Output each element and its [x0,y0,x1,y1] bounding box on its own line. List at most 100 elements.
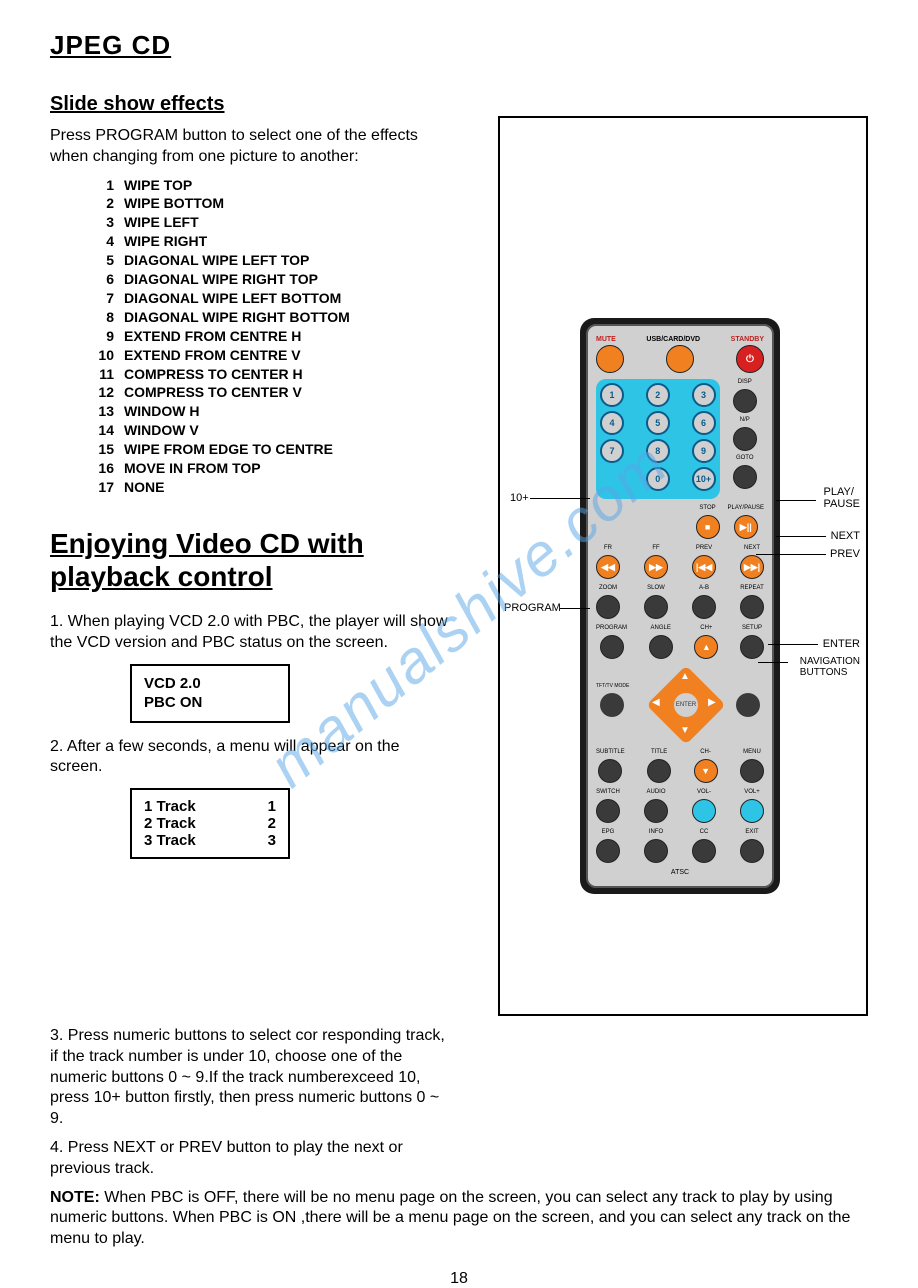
audio-label: AUDIO [646,789,665,797]
keypad-0[interactable]: 0 [646,467,670,491]
switch-label: SWITCH [596,789,620,797]
epg-button[interactable] [596,839,620,863]
vcd-step2: 2. After a few seconds, a menu will appe… [50,737,450,779]
track-row: 3 Track3 [144,832,276,849]
volp-button[interactable] [740,799,764,823]
callout-10plus: 10+ [510,492,529,504]
np-button[interactable] [733,427,757,451]
menu-label: MENU [743,749,761,757]
keypad-1[interactable]: 1 [600,383,624,407]
program-button[interactable] [600,635,624,659]
callout-playpause: PLAY/ PAUSE [824,486,860,510]
left-column: Slide show effects Press PROGRAM button … [50,81,450,873]
goto-button[interactable] [733,465,757,489]
chm-button[interactable]: ▼ [694,759,718,783]
volp-label: VOL+ [744,789,760,797]
prev-label: PREV [696,545,712,553]
enter-button[interactable]: ENTER [674,693,698,717]
subtitle-label: SUBTITLE [596,749,625,757]
zoom-button[interactable] [596,595,620,619]
slow-button[interactable] [644,595,668,619]
exit-label: EXIT [745,829,758,837]
keypad-4[interactable]: 4 [600,411,624,435]
effect-item: 1WIPE TOP [90,176,450,195]
effect-item: 10EXTEND FROM CENTRE V [90,346,450,365]
stop-label: STOP [699,505,715,513]
standby-button[interactable]: ⏻ [736,345,764,373]
disp-label: DISP [738,379,752,385]
usb-button[interactable] [666,345,694,373]
remote-frame: MUTE USB/CARD/DVD STANDBY ⏻ 123456789010… [498,116,868,1016]
keypad-6[interactable]: 6 [692,411,716,435]
ff-button[interactable]: ▶▶ [644,555,668,579]
title-label: TITLE [651,749,667,757]
audio-button[interactable] [644,799,668,823]
info-button[interactable] [644,839,668,863]
exit-button[interactable] [740,839,764,863]
repeat-button[interactable] [740,595,764,619]
switch-button[interactable] [596,799,620,823]
subtitle-button[interactable] [598,759,622,783]
numeric-keypad: 123 456 7890 10+ [596,379,720,499]
slideshow-intro: Press PROGRAM button to select one of th… [50,126,450,168]
effect-item: 7DIAGONAL WIPE LEFT BOTTOM [90,289,450,308]
repeat-label: REPEAT [740,585,764,593]
callout-program: PROGRAM [504,602,561,614]
ab-label: A-B [699,585,709,593]
play-button[interactable]: ▶|| [734,515,758,539]
bottom-text: 3. Press numeric buttons to select cor r… [50,1016,868,1250]
setup-label: SETUP [742,625,762,633]
keypad-8[interactable]: 8 [646,439,670,463]
track-row: 1 Track1 [144,798,276,815]
setup-button[interactable] [740,635,764,659]
title-button[interactable] [647,759,671,783]
effect-item: 11COMPRESS TO CENTER H [90,365,450,384]
vcd-heading: Enjoying Video CD with playback control [50,527,450,594]
nav-diamond: TFT/TV MODE ENTER ▲ ▼ ◀ ▶ [596,665,764,745]
chm-label: CH- [700,749,711,757]
page-title: JPEG CD [50,30,868,61]
epg-label: EPG [602,829,615,837]
angle-button[interactable] [649,635,673,659]
cc-button[interactable] [692,839,716,863]
volm-button[interactable] [692,799,716,823]
stop-button[interactable]: ■ [696,515,720,539]
effect-item: 13WINDOW H [90,402,450,421]
menu-button[interactable] [740,759,764,783]
atsc-label: ATSC [596,869,764,876]
callout-nav: NAVIGATION BUTTONS [800,656,860,678]
effect-item: 12COMPRESS TO CENTER V [90,383,450,402]
vcd-step1: 1. When playing VCD 2.0 with PBC, the pl… [50,612,450,654]
ff-label: FF [652,545,659,553]
vcd-step3: 3. Press numeric buttons to select cor r… [50,1026,450,1130]
tft-button[interactable] [600,693,624,717]
effect-item: 16MOVE IN FROM TOP [90,459,450,478]
keypad-5[interactable]: 5 [646,411,670,435]
keypad-2[interactable]: 2 [646,383,670,407]
disp-button[interactable] [733,389,757,413]
chp-button[interactable]: ▲ [694,635,718,659]
callout-next: NEXT [831,530,860,542]
ab-button[interactable] [692,595,716,619]
keypad-9[interactable]: 9 [692,439,716,463]
tft-label: TFT/TV MODE [596,683,629,689]
program-label: PROGRAM [596,625,627,633]
keypad-7[interactable]: 7 [600,439,624,463]
mute-button[interactable] [596,345,624,373]
slideshow-heading: Slide show effects [50,93,450,116]
page-number: 18 [50,1270,868,1288]
effect-item: 3WIPE LEFT [90,213,450,232]
keypad-10+[interactable]: 10+ [692,467,716,491]
vcd-step4: 4. Press NEXT or PREV button to play the… [50,1138,450,1180]
callout-enter: ENTER [823,638,860,650]
remote-control: MUTE USB/CARD/DVD STANDBY ⏻ 123456789010… [580,318,780,894]
menu-side-button[interactable] [736,693,760,717]
vcd-box-line1: VCD 2.0 [144,674,276,694]
fr-button[interactable]: ◀◀ [596,555,620,579]
np-label: N/P [740,417,750,423]
chp-label: CH+ [700,625,712,633]
cc-label: CC [700,829,709,837]
keypad-3[interactable]: 3 [692,383,716,407]
next-button[interactable]: ▶▶| [740,555,764,579]
prev-button[interactable]: |◀◀ [692,555,716,579]
